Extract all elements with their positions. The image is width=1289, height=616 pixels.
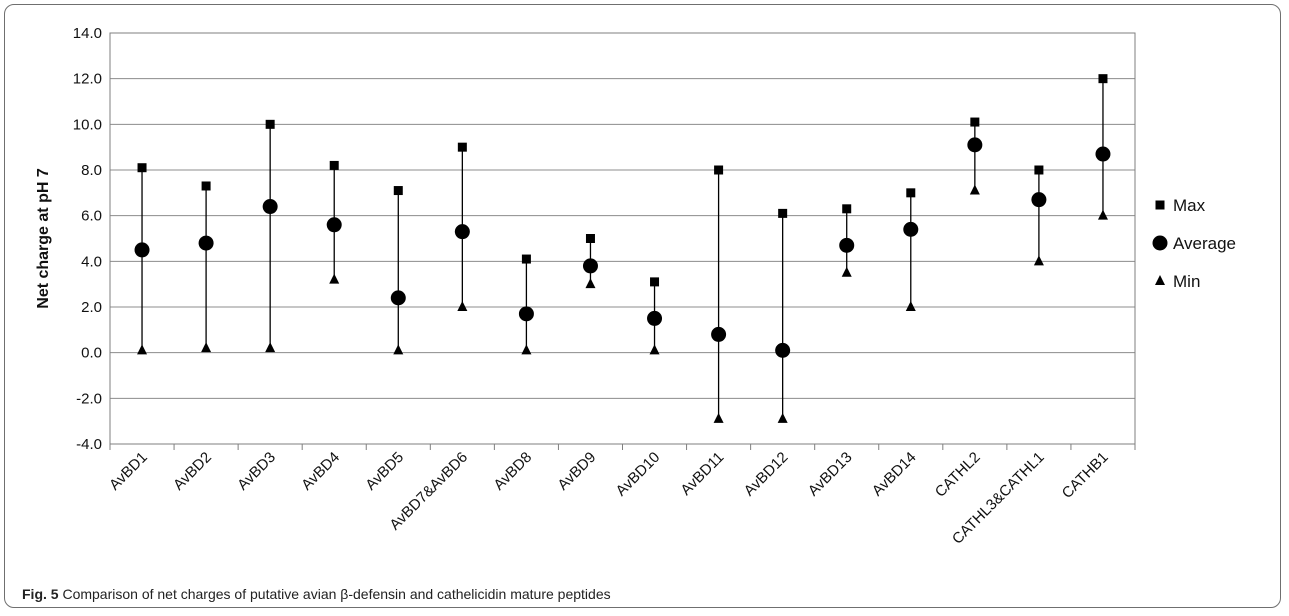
average-point xyxy=(518,306,534,322)
y-tick-label: 6.0 xyxy=(81,208,102,225)
figure-caption-label: Fig. 5 xyxy=(22,586,59,602)
average-point xyxy=(839,237,855,253)
max-point xyxy=(521,254,531,264)
y-tick-label: -2.0 xyxy=(76,390,102,407)
x-tick-label: AvBD4 xyxy=(298,449,343,494)
min-point xyxy=(201,342,212,353)
min-point xyxy=(329,273,340,284)
average-point xyxy=(967,137,983,153)
min-point xyxy=(265,342,276,353)
figure-caption: Fig. 5 Comparison of net charges of puta… xyxy=(22,586,611,602)
y-tick-label: -4.0 xyxy=(76,436,102,453)
legend-min-label: Min xyxy=(1173,272,1200,291)
average-point xyxy=(390,290,406,306)
x-tick-label: AvBD12 xyxy=(741,449,792,500)
max-point xyxy=(1034,165,1044,175)
average-point xyxy=(134,242,150,258)
y-tick-label: 2.0 xyxy=(81,299,102,316)
y-axis-label: Net charge at pH 7 xyxy=(35,168,52,309)
x-tick-label: AvBD3 xyxy=(234,449,279,494)
average-point xyxy=(582,258,598,274)
min-point xyxy=(1033,255,1044,266)
x-tick-label: AvBD5 xyxy=(362,449,407,494)
max-point xyxy=(393,186,403,196)
max-point xyxy=(457,142,467,152)
min-point xyxy=(969,184,980,195)
average-point xyxy=(647,310,663,326)
legend-average-marker xyxy=(1152,235,1168,251)
average-point xyxy=(903,221,919,237)
y-tick-label: 0.0 xyxy=(81,345,102,362)
x-tick-label: AvBD11 xyxy=(677,449,727,499)
average-point xyxy=(198,235,214,251)
x-tick-label: CATHL2 xyxy=(932,449,984,501)
max-point xyxy=(265,119,275,129)
max-point xyxy=(778,208,788,218)
min-point xyxy=(841,266,852,277)
min-point xyxy=(1097,209,1108,220)
average-point xyxy=(1095,146,1111,162)
max-point xyxy=(329,160,339,170)
y-tick-label: 8.0 xyxy=(81,162,102,179)
plot-border xyxy=(109,32,1136,445)
max-point xyxy=(842,204,852,214)
y-tick-label: 4.0 xyxy=(81,253,102,270)
x-tick-label: AvBD9 xyxy=(554,449,599,494)
max-point xyxy=(137,163,147,173)
min-point xyxy=(521,344,532,355)
min-point xyxy=(777,412,788,423)
figure-caption-text: Comparison of net charges of putative av… xyxy=(58,586,611,602)
min-point xyxy=(585,278,596,289)
average-point xyxy=(262,199,278,215)
max-point xyxy=(1098,74,1108,84)
min-point xyxy=(457,301,468,311)
min-point xyxy=(713,412,724,423)
x-tick-label: AvBD2 xyxy=(170,449,215,494)
y-tick-label: 12.0 xyxy=(73,71,102,88)
max-point xyxy=(970,117,980,127)
figure-frame xyxy=(4,4,1281,608)
y-tick-label: 10.0 xyxy=(73,116,102,133)
y-tick-label: 14.0 xyxy=(73,25,102,42)
min-point xyxy=(905,301,916,311)
min-point xyxy=(649,344,660,355)
max-point xyxy=(906,188,916,198)
legend-average-label: Average xyxy=(1173,234,1236,253)
max-point xyxy=(650,277,660,287)
min-point xyxy=(393,344,404,355)
x-tick-label: CATHB1 xyxy=(1059,449,1112,502)
max-point xyxy=(201,181,211,191)
average-point xyxy=(454,224,470,240)
x-tick-label: AvBD1 xyxy=(106,449,151,494)
average-point xyxy=(1031,192,1047,208)
max-point xyxy=(585,234,595,243)
x-tick-label: AvBD10 xyxy=(613,449,664,500)
x-tick-label: AvBD13 xyxy=(805,449,856,500)
legend-min-marker xyxy=(1155,275,1165,285)
x-tick-label: AvBD8 xyxy=(490,449,535,494)
legend-max-label: Max xyxy=(1173,196,1206,215)
x-tick-label: AvBD14 xyxy=(869,449,920,500)
legend-max-marker xyxy=(1155,200,1165,210)
average-point xyxy=(326,217,342,233)
average-point xyxy=(711,326,727,342)
average-point xyxy=(775,342,791,358)
min-point xyxy=(137,344,148,355)
max-point xyxy=(714,165,724,175)
